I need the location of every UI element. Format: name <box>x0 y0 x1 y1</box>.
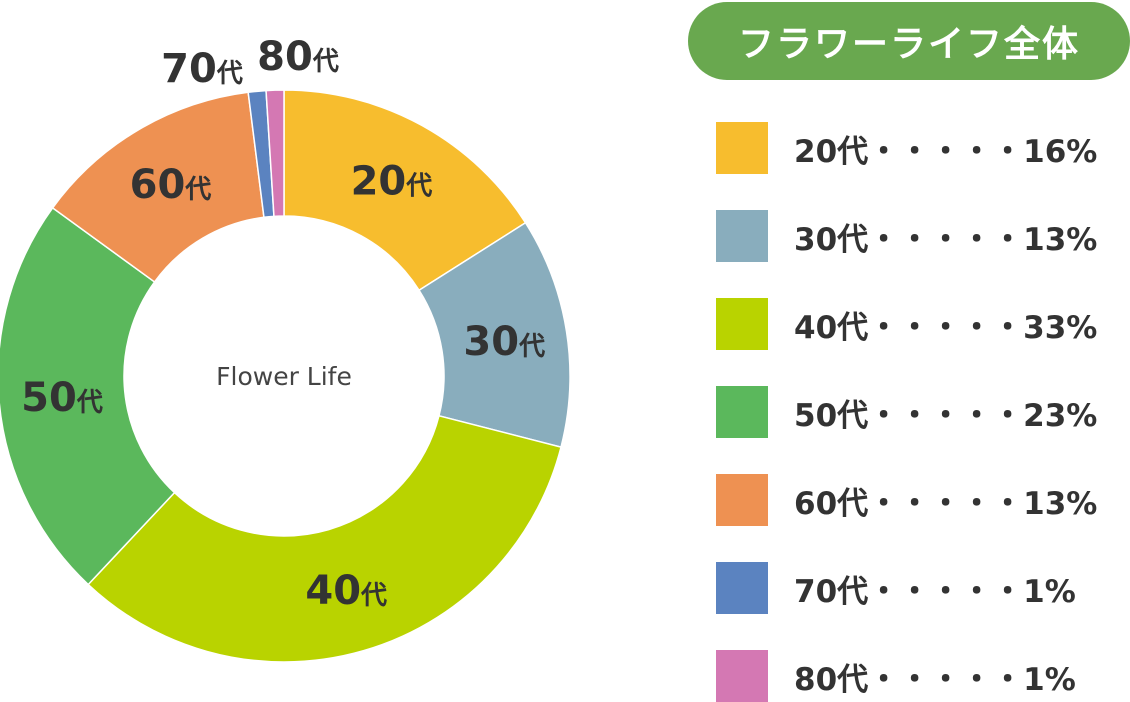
legend-text: 20代・・・・・16% <box>794 133 1098 170</box>
legend-title: フラワーライフ全体 <box>688 2 1130 80</box>
legend-item-60: 60代・・・・・13% <box>716 474 1097 526</box>
slice-label-50: 50代 <box>21 375 103 421</box>
slice-label-70: 70代 <box>161 46 243 92</box>
slice-20 <box>283 89 527 292</box>
legend-swatch <box>716 562 768 614</box>
legend-item-20: 20代・・・・・16% <box>716 122 1097 174</box>
slice-label-40: 40代 <box>305 568 387 614</box>
legend-swatch <box>716 298 768 350</box>
legend-text: 60代・・・・・13% <box>794 485 1098 522</box>
legend-swatch <box>716 650 768 702</box>
slice-80 <box>265 89 285 218</box>
legend-swatch <box>716 210 768 262</box>
slice-label-80: 80代 <box>257 34 339 80</box>
legend-item-80: 80代・・・・・1% <box>716 650 1076 702</box>
legend-swatch <box>716 386 768 438</box>
legend-item-30: 30代・・・・・13% <box>716 210 1097 262</box>
slice-labels-group: 20代 30代 40代 50代 60代 70代 80代 <box>21 34 545 614</box>
legend-text: 50代・・・・・23% <box>794 397 1098 434</box>
slice-label-20: 20代 <box>351 159 433 205</box>
legend-item-40: 40代・・・・・33% <box>716 298 1097 350</box>
slice-40 <box>87 414 562 663</box>
slices-group <box>0 89 571 663</box>
legend-text: 40代・・・・・33% <box>794 309 1098 346</box>
legend-swatch <box>716 122 768 174</box>
center-label: Flower Life <box>216 362 352 391</box>
legend-text: 70代・・・・・1% <box>794 573 1076 610</box>
legend-text: 30代・・・・・13% <box>794 221 1098 258</box>
legend-swatch <box>716 474 768 526</box>
legend-text: 80代・・・・・1% <box>794 661 1076 698</box>
legend-item-70: 70代・・・・・1% <box>716 562 1076 614</box>
slice-50 <box>0 206 176 586</box>
slice-label-30: 30代 <box>463 319 545 365</box>
donut-chart: 20代 30代 40代 50代 60代 70代 80代 Flower Life <box>0 34 571 663</box>
legend-item-50: 50代・・・・・23% <box>716 386 1097 438</box>
slice-label-60: 60代 <box>130 162 212 208</box>
